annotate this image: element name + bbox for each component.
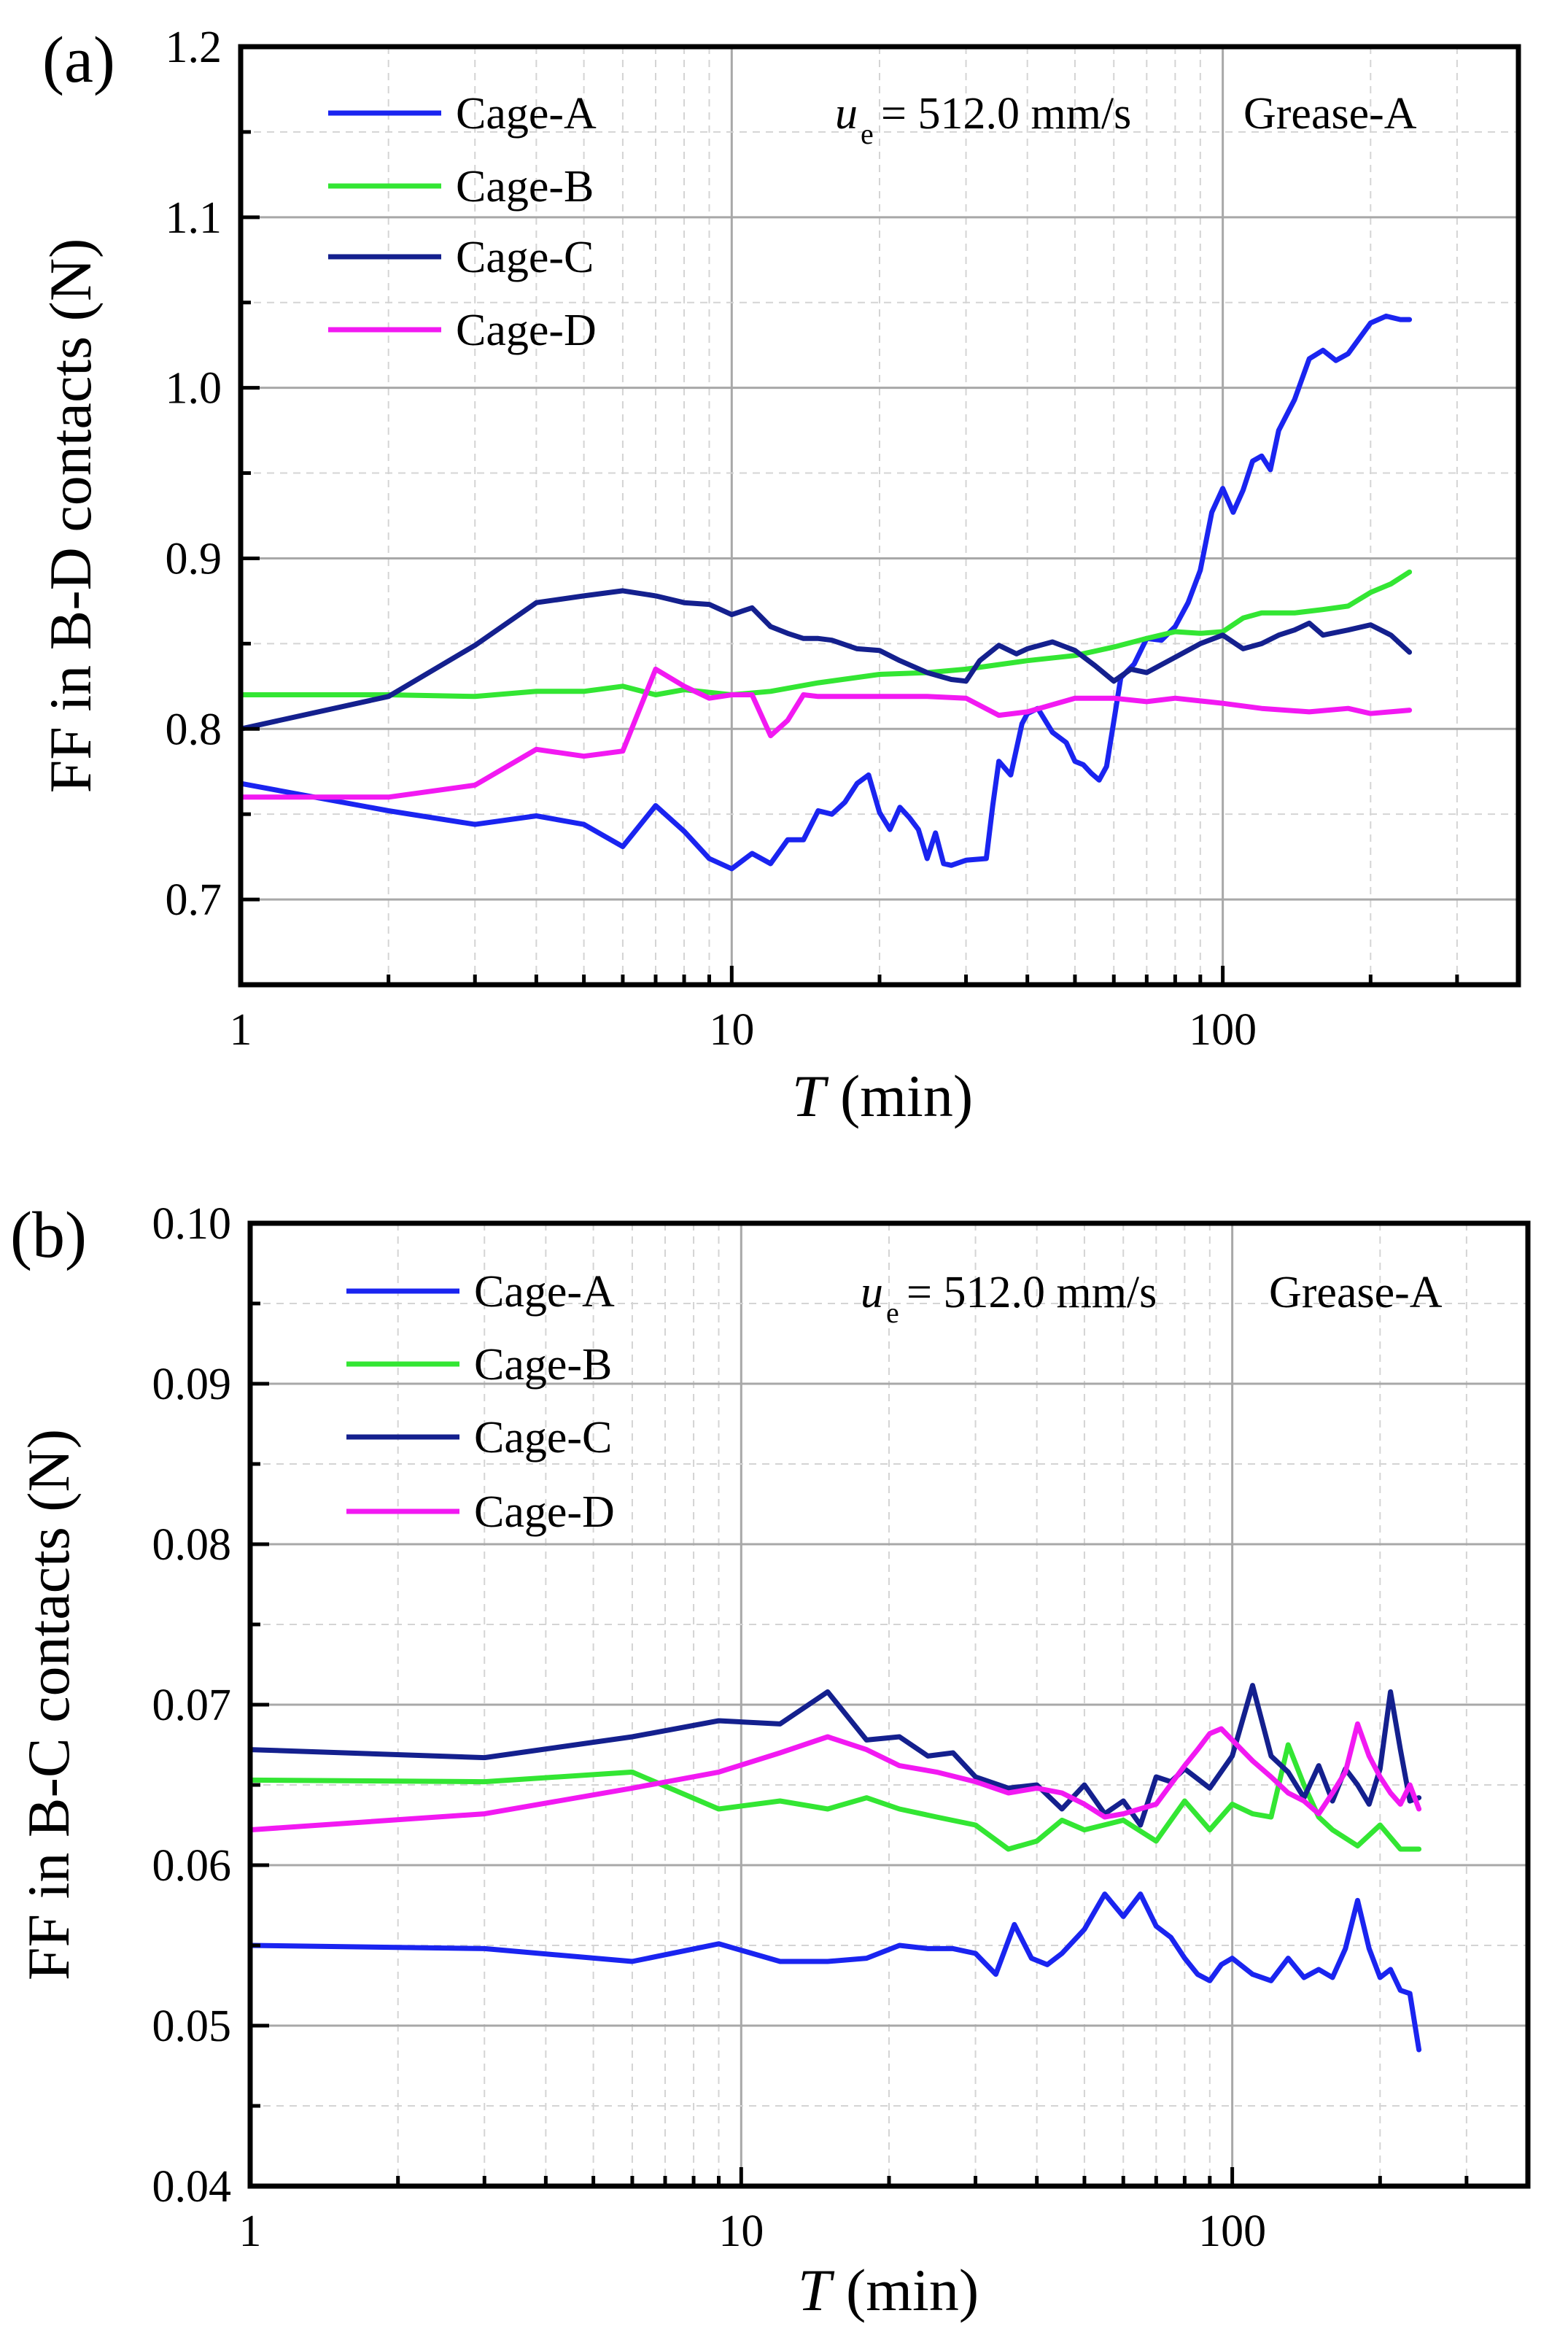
- panel-a-x-axis-var: T: [792, 1063, 829, 1129]
- panel-b-legend-label-cage-d: Cage-D: [474, 1487, 615, 1537]
- panel-b-grid: [250, 1223, 1528, 2186]
- panel-a-frame: [238, 44, 1521, 988]
- y-tick-label: 1.1: [166, 193, 222, 243]
- series-line-cage-b: [247, 1742, 1422, 1852]
- panel-b-annotation-var: u: [861, 1268, 883, 1317]
- x-tick-label: 1: [230, 1005, 252, 1055]
- panel-a-grid: [241, 47, 1518, 985]
- panel-b-annotation: u e = 512.0 mm/s Grease-A: [861, 1268, 1443, 1329]
- series-line-cage-a: [238, 313, 1413, 872]
- y-tick-label: 0.07: [152, 1681, 232, 1730]
- y-tick-label: 0.06: [152, 1841, 232, 1891]
- y-tick-label: 0.08: [152, 1520, 232, 1570]
- y-tick-label: 1.0: [166, 364, 222, 414]
- panel-b-x-axis-var: T: [798, 2257, 835, 2323]
- panel-a-legend-label-cage-a: Cage-A: [456, 89, 597, 139]
- x-tick-label: 1: [239, 2207, 262, 2256]
- panel-b-frame: [247, 1220, 1531, 2189]
- x-tick-label: 100: [1189, 1005, 1257, 1055]
- panel-a-legend-label-cage-d: Cage-D: [456, 306, 597, 355]
- panel-a-legend: Cage-A Cage-B Cage-C Cage-D: [328, 89, 597, 355]
- series-line-cage-a: [247, 1891, 1422, 2053]
- panel-b-legend-label-cage-b: Cage-B: [474, 1340, 612, 1390]
- panel-a-annotation-grease: Grease-A: [1243, 89, 1417, 139]
- panel-b-legend: Cage-A Cage-B Cage-C Cage-D: [346, 1267, 615, 1537]
- panel-a-tick-labels: 1 10 100 0.7 0.8 0.9 1.0 1.1 1.2: [166, 23, 1257, 1055]
- panel-b-annotation-grease: Grease-A: [1269, 1268, 1443, 1317]
- panel-b-x-axis-unit: (min): [831, 2257, 979, 2323]
- y-tick-label: 1.2: [166, 23, 222, 72]
- panel-b-tick-labels: 1 10 100 0.04 0.05 0.06 0.07 0.08 0.09 0.10: [152, 1199, 1267, 2256]
- panel-b-series: [247, 1683, 1422, 2053]
- panel-a-series: [238, 313, 1413, 872]
- panel-b-label: (b): [10, 1199, 87, 1271]
- x-tick-label: 10: [718, 2207, 764, 2256]
- panel-b-x-axis-label: T (min): [798, 2257, 979, 2323]
- series-line-cage-d: [247, 1721, 1422, 1833]
- panel-b-legend-label-cage-c: Cage-C: [474, 1413, 612, 1463]
- panel-a-annotation-value: = 512.0 mm/s: [881, 89, 1131, 139]
- y-tick-label: 0.09: [152, 1360, 232, 1409]
- panel-a-legend-label-cage-c: Cage-C: [456, 233, 594, 282]
- panel-a-label: (a): [42, 24, 115, 96]
- y-tick-label: 0.05: [152, 2002, 232, 2051]
- series-line-cage-c: [247, 1683, 1422, 1828]
- panel-a-x-axis-label: T (min): [792, 1063, 973, 1129]
- panel-b-legend-label-cage-a: Cage-A: [474, 1267, 615, 1317]
- x-tick-label: 100: [1198, 2207, 1266, 2256]
- x-tick-label: 10: [709, 1005, 754, 1055]
- panel-b-y-axis-label: FF in B-C contacts (N): [15, 1429, 82, 1980]
- panel-a-y-axis-label: FF in B-D contacts (N): [37, 239, 104, 794]
- panel-b-annotation-sub: e: [886, 1296, 899, 1329]
- y-tick-label: 0.9: [166, 534, 222, 584]
- series-line-cage-b: [238, 569, 1413, 700]
- panel-a: 1 10 100 0.7 0.8 0.9 1.0 1.1 1.2 (a) FF in B-D c…: [37, 23, 1521, 1129]
- panel-a-x-axis-unit: (min): [825, 1063, 973, 1129]
- panel-b: 1 10 100 0.04 0.05 0.06 0.07 0.08 0.09 0.10 (b) F…: [10, 1199, 1531, 2323]
- panel-a-annotation-sub: e: [861, 117, 874, 150]
- panel-a-annotation-var: u: [835, 89, 858, 139]
- panel-a-annotation: u e = 512.0 mm/s Grease-A: [835, 89, 1417, 150]
- y-tick-label: 0.10: [152, 1199, 232, 1249]
- y-tick-label: 0.7: [166, 875, 222, 925]
- panel-b-annotation-value: = 512.0 mm/s: [907, 1268, 1157, 1317]
- y-tick-label: 0.8: [166, 705, 222, 754]
- series-line-cage-c: [238, 588, 1413, 732]
- series-line-cage-d: [238, 666, 1413, 800]
- y-tick-label: 0.04: [152, 2162, 232, 2212]
- panel-a-legend-label-cage-b: Cage-B: [456, 162, 594, 212]
